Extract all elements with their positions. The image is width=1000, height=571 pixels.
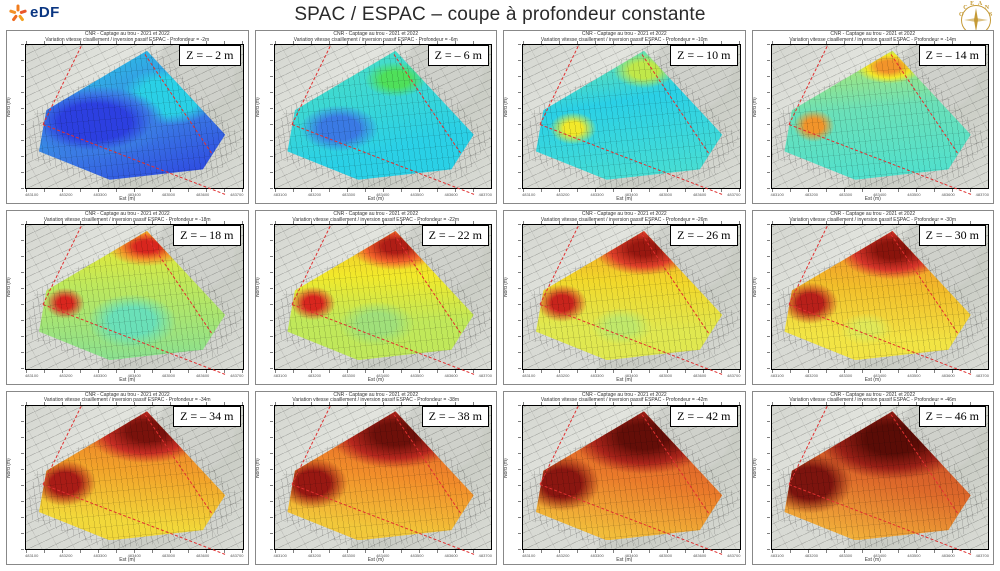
x-tick-labels: 4831004832004833004834004835004836004837… bbox=[771, 192, 990, 198]
depth-label-box: Z = – 6 m bbox=[428, 45, 489, 66]
x-tick-labels: 4831004832004833004834004835004836004837… bbox=[25, 192, 244, 198]
depth-label-box: Z = – 46 m bbox=[919, 406, 986, 427]
depth-panel: CNR - Captage au trou - 2021 et 2022Vari… bbox=[255, 30, 498, 204]
depth-label-box: Z = – 22 m bbox=[422, 225, 489, 246]
depth-label-box: Z = – 26 m bbox=[670, 225, 737, 246]
y-axis-label: Nord (m) bbox=[752, 278, 758, 298]
depth-panel: CNR - Captage au trou - 2021 et 2022Vari… bbox=[752, 391, 995, 565]
depth-label-box: Z = – 18 m bbox=[173, 225, 240, 246]
depth-panel: CNR - Captage au trou - 2021 et 2022Vari… bbox=[752, 210, 995, 384]
depth-label-box: Z = – 38 m bbox=[422, 406, 489, 427]
edf-burst-icon bbox=[8, 2, 28, 22]
x-tick-labels: 4831004832004833004834004835004836004837… bbox=[522, 373, 741, 379]
y-axis-label: Nord (m) bbox=[255, 97, 261, 117]
logo-edf: eDF bbox=[8, 2, 60, 22]
page-title: SPAC / ESPAC – coupe à profondeur consta… bbox=[0, 4, 1000, 26]
x-tick-labels: 4831004832004833004834004835004836004837… bbox=[771, 553, 990, 559]
y-axis-label: Nord (m) bbox=[752, 458, 758, 478]
depth-label-box: Z = – 14 m bbox=[919, 45, 986, 66]
y-axis-label: Nord (m) bbox=[6, 97, 12, 117]
x-tick-labels: 4831004832004833004834004835004836004837… bbox=[771, 373, 990, 379]
depth-panel: CNR - Captage au trou - 2021 et 2022Vari… bbox=[255, 391, 498, 565]
y-axis-label: Nord (m) bbox=[6, 278, 12, 298]
depth-panel: CNR - Captage au trou - 2021 et 2022Vari… bbox=[503, 391, 746, 565]
depth-panel: CNR - Captage au trou - 2021 et 2022Vari… bbox=[6, 391, 249, 565]
depth-label-box: Z = – 42 m bbox=[670, 406, 737, 427]
depth-label-box: Z = – 2 m bbox=[179, 45, 240, 66]
depth-panel: CNR - Captage au trou - 2021 et 2022Vari… bbox=[503, 210, 746, 384]
y-axis-label: Nord (m) bbox=[255, 458, 261, 478]
x-tick-labels: 4831004832004833004834004835004836004837… bbox=[522, 553, 741, 559]
depth-panel: CNR - Captage au trou - 2021 et 2022Vari… bbox=[6, 210, 249, 384]
x-tick-labels: 4831004832004833004834004835004836004837… bbox=[25, 553, 244, 559]
depth-label-box: Z = – 10 m bbox=[670, 45, 737, 66]
y-axis-label: Nord (m) bbox=[503, 278, 509, 298]
x-tick-labels: 4831004832004833004834004835004836004837… bbox=[274, 192, 493, 198]
y-axis-label: Nord (m) bbox=[503, 458, 509, 478]
depth-label-box: Z = – 30 m bbox=[919, 225, 986, 246]
depth-panel: CNR - Captage au trou - 2021 et 2022Vari… bbox=[752, 30, 995, 204]
y-axis-label: Nord (m) bbox=[752, 97, 758, 117]
x-tick-labels: 4831004832004833004834004835004836004837… bbox=[274, 553, 493, 559]
depth-panel: CNR - Captage au trou - 2021 et 2022Vari… bbox=[6, 30, 249, 204]
panel-grid: CNR - Captage au trou - 2021 et 2022Vari… bbox=[6, 30, 994, 565]
x-tick-labels: 4831004832004833004834004835004836004837… bbox=[274, 373, 493, 379]
edf-text: eDF bbox=[30, 4, 60, 21]
depth-panel: CNR - Captage au trou - 2021 et 2022Vari… bbox=[503, 30, 746, 204]
x-tick-labels: 4831004832004833004834004835004836004837… bbox=[522, 192, 741, 198]
x-tick-labels: 4831004832004833004834004835004836004837… bbox=[25, 373, 244, 379]
y-axis-label: Nord (m) bbox=[255, 278, 261, 298]
y-axis-label: Nord (m) bbox=[6, 458, 12, 478]
depth-label-box: Z = – 34 m bbox=[173, 406, 240, 427]
depth-panel: CNR - Captage au trou - 2021 et 2022Vari… bbox=[255, 210, 498, 384]
y-axis-label: Nord (m) bbox=[503, 97, 509, 117]
